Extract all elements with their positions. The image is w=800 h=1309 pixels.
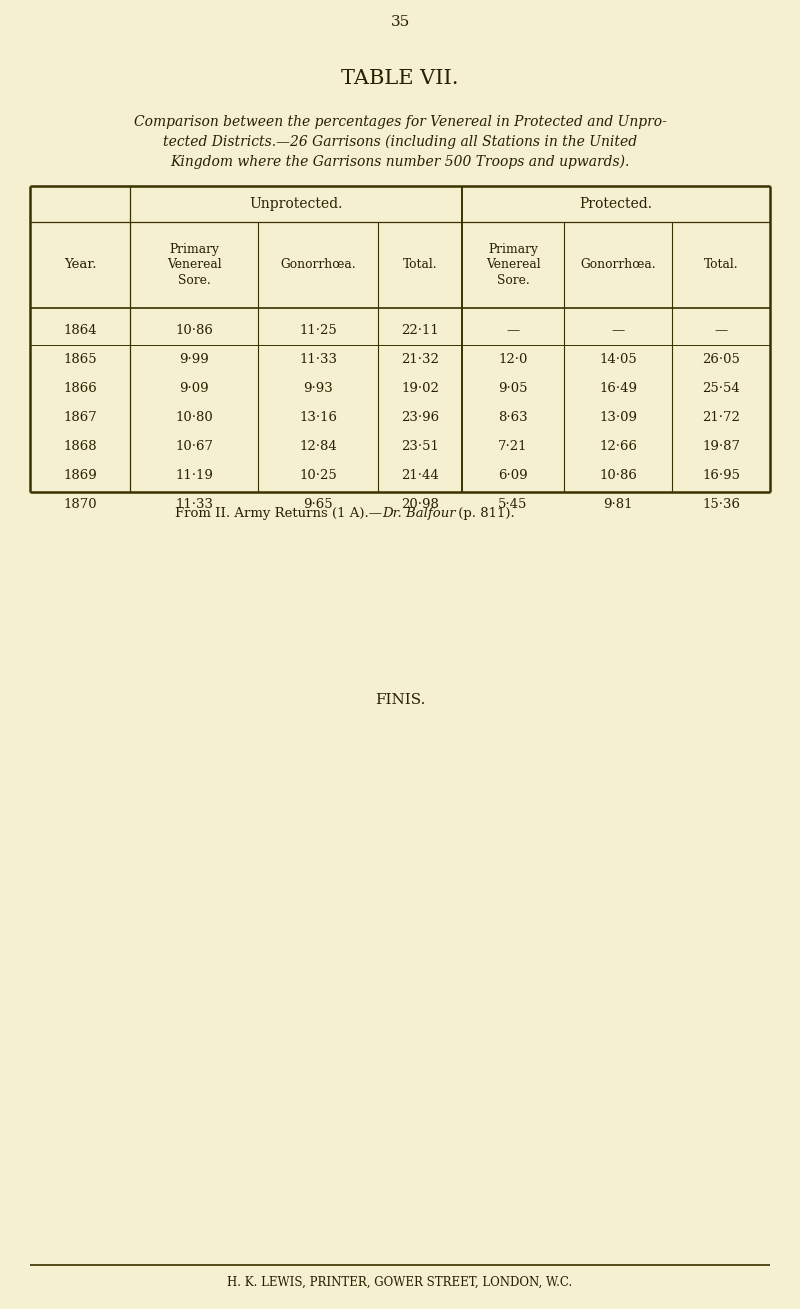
Text: Kingdom where the Garrisons number 500 Troops and upwards).: Kingdom where the Garrisons number 500 T… xyxy=(170,154,630,169)
Text: 1869: 1869 xyxy=(63,469,97,482)
Text: FINIS.: FINIS. xyxy=(375,692,425,707)
Text: 1866: 1866 xyxy=(63,382,97,395)
Text: 19·02: 19·02 xyxy=(401,382,439,395)
Text: 9·65: 9·65 xyxy=(303,497,333,511)
Text: 11·33: 11·33 xyxy=(299,353,337,367)
Text: 9·81: 9·81 xyxy=(603,497,633,511)
Text: —: — xyxy=(506,325,520,336)
Text: 8·63: 8·63 xyxy=(498,411,528,424)
Text: —: — xyxy=(714,325,728,336)
Text: 15·36: 15·36 xyxy=(702,497,740,511)
Text: Gonorrhœa.: Gonorrhœa. xyxy=(280,258,356,271)
Text: 16·49: 16·49 xyxy=(599,382,637,395)
Text: 9·99: 9·99 xyxy=(179,353,209,367)
Text: 10·86: 10·86 xyxy=(175,325,213,336)
Text: 23·51: 23·51 xyxy=(401,440,439,453)
Text: 7·21: 7·21 xyxy=(498,440,528,453)
Text: From II. Army Returns (1 A).—: From II. Army Returns (1 A).— xyxy=(175,508,382,521)
Text: 12·0: 12·0 xyxy=(498,353,528,367)
Text: 11·33: 11·33 xyxy=(175,497,213,511)
Text: 9·93: 9·93 xyxy=(303,382,333,395)
Text: 6·09: 6·09 xyxy=(498,469,528,482)
Text: 10·25: 10·25 xyxy=(299,469,337,482)
Text: 21·72: 21·72 xyxy=(702,411,740,424)
Text: Total.: Total. xyxy=(704,258,738,271)
Text: 1870: 1870 xyxy=(63,497,97,511)
Text: 13·16: 13·16 xyxy=(299,411,337,424)
Text: Total.: Total. xyxy=(402,258,438,271)
Text: tected Districts.—26 Garrisons (including all Stations in the United: tected Districts.—26 Garrisons (includin… xyxy=(163,135,637,149)
Text: Primary
Venereal
Sore.: Primary Venereal Sore. xyxy=(166,243,222,287)
Text: (p. 811).: (p. 811). xyxy=(454,508,514,521)
Text: 10·86: 10·86 xyxy=(599,469,637,482)
Text: Gonorrhœa.: Gonorrhœa. xyxy=(580,258,656,271)
Text: Unprotected.: Unprotected. xyxy=(250,196,342,211)
Text: 12·66: 12·66 xyxy=(599,440,637,453)
Text: Comparison between the percentages for Venereal in Protected and Unpro-: Comparison between the percentages for V… xyxy=(134,115,666,130)
Text: 23·96: 23·96 xyxy=(401,411,439,424)
Text: —: — xyxy=(611,325,625,336)
Text: 35: 35 xyxy=(390,14,410,29)
Text: Protected.: Protected. xyxy=(579,196,653,211)
Text: Primary
Venereal
Sore.: Primary Venereal Sore. xyxy=(486,243,540,287)
Text: 1865: 1865 xyxy=(63,353,97,367)
Text: 12·84: 12·84 xyxy=(299,440,337,453)
Text: 1864: 1864 xyxy=(63,325,97,336)
Text: 20·98: 20·98 xyxy=(401,497,439,511)
Text: 14·05: 14·05 xyxy=(599,353,637,367)
Text: 11·25: 11·25 xyxy=(299,325,337,336)
Text: 5·45: 5·45 xyxy=(498,497,528,511)
Text: H. K. LEWIS, PRINTER, GOWER STREET, LONDON, W.C.: H. K. LEWIS, PRINTER, GOWER STREET, LOND… xyxy=(227,1275,573,1288)
Text: 26·05: 26·05 xyxy=(702,353,740,367)
Text: 11·19: 11·19 xyxy=(175,469,213,482)
Text: Dr. Balfour: Dr. Balfour xyxy=(382,508,456,521)
Text: Year.: Year. xyxy=(64,258,96,271)
Text: TABLE VII.: TABLE VII. xyxy=(342,68,458,88)
Text: 19·87: 19·87 xyxy=(702,440,740,453)
Text: 22·11: 22·11 xyxy=(401,325,439,336)
Text: 16·95: 16·95 xyxy=(702,469,740,482)
Text: 21·32: 21·32 xyxy=(401,353,439,367)
Text: 21·44: 21·44 xyxy=(401,469,439,482)
Text: 10·80: 10·80 xyxy=(175,411,213,424)
Text: 9·05: 9·05 xyxy=(498,382,528,395)
Text: 13·09: 13·09 xyxy=(599,411,637,424)
Text: 1868: 1868 xyxy=(63,440,97,453)
Text: 10·67: 10·67 xyxy=(175,440,213,453)
Text: 9·09: 9·09 xyxy=(179,382,209,395)
Text: 1867: 1867 xyxy=(63,411,97,424)
Text: 25·54: 25·54 xyxy=(702,382,740,395)
